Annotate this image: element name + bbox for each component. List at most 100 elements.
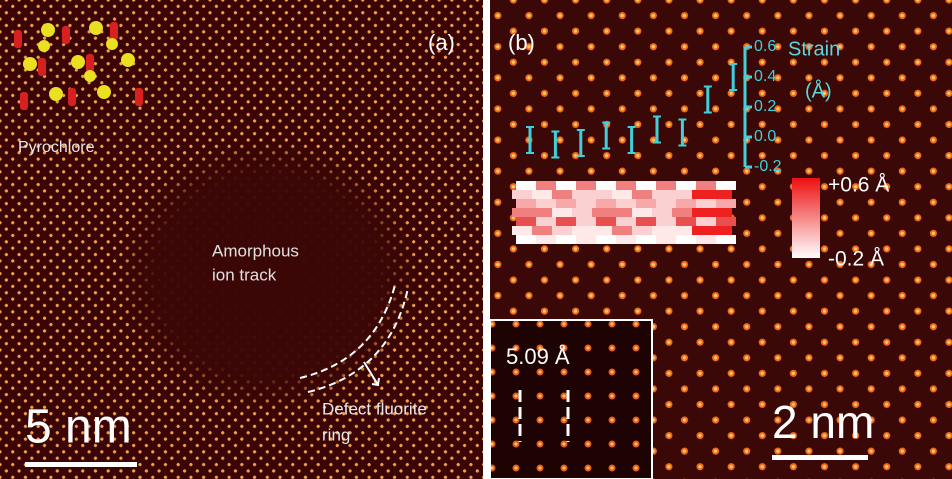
strain-cell — [516, 199, 536, 208]
strain-cell — [516, 217, 536, 226]
strain-cell — [576, 199, 596, 208]
strain-cell — [596, 199, 616, 208]
strain-cell — [652, 190, 672, 199]
strain-cell — [696, 181, 716, 190]
strain-cell — [716, 199, 736, 208]
scale-bar — [25, 462, 137, 467]
strain-cell — [676, 217, 696, 226]
strain-cell — [616, 235, 636, 244]
strain-cell — [556, 217, 576, 226]
tick-label: 0.4 — [754, 68, 776, 85]
strain-unit: (Å) — [805, 79, 832, 102]
strain-cell — [576, 181, 596, 190]
panel-label: (b) — [508, 30, 535, 55]
strain-cell — [652, 208, 672, 217]
strain-cell — [536, 199, 556, 208]
strain-cell — [552, 226, 572, 235]
strain-cell — [652, 226, 672, 235]
strain-map — [512, 181, 736, 244]
strain-cell — [536, 217, 556, 226]
strain-cell — [536, 181, 556, 190]
strain-cell — [616, 199, 636, 208]
strain-cell — [692, 190, 712, 199]
strain-cell — [692, 208, 712, 217]
strain-cell — [576, 235, 596, 244]
strain-cell — [636, 235, 656, 244]
strain-cell — [616, 217, 636, 226]
strain-cell — [516, 235, 536, 244]
strain-cell — [572, 190, 592, 199]
strain-cell — [656, 181, 676, 190]
strain-cell — [572, 208, 592, 217]
tick-label: -0.2 — [754, 158, 782, 175]
strain-cell — [672, 208, 692, 217]
strain-cell — [612, 190, 632, 199]
strain-cell — [612, 226, 632, 235]
ring-label: Defect fluorite — [322, 399, 427, 418]
strain-cell — [592, 190, 612, 199]
strain-cell — [532, 190, 552, 199]
strain-cell — [656, 199, 676, 208]
colorbar — [792, 178, 820, 258]
panel-label: (a) — [428, 30, 455, 55]
tick-label: 0.6 — [754, 38, 776, 55]
structure-label: Pyrochlore — [18, 139, 95, 156]
tick-label: 0.2 — [754, 98, 776, 115]
panel-a: Pyrochlore (a) Amorphous ion track Defec… — [0, 0, 483, 479]
strain-cell — [712, 208, 732, 217]
strain-cell — [656, 217, 676, 226]
strain-cell — [716, 181, 736, 190]
tick-label: 0.0 — [754, 128, 776, 145]
strain-cell — [596, 181, 616, 190]
strain-cell — [716, 217, 736, 226]
strain-cell — [556, 181, 576, 190]
strain-cell — [592, 208, 612, 217]
scale-bar-label: 2 nm — [772, 396, 874, 448]
strain-cell — [696, 235, 716, 244]
strain-cell — [556, 199, 576, 208]
strain-cell — [632, 190, 652, 199]
strain-cell — [636, 217, 656, 226]
strain-cell — [552, 190, 572, 199]
strain-cell — [676, 199, 696, 208]
strain-cell — [636, 181, 656, 190]
strain-cell — [696, 199, 716, 208]
track-label: ion track — [212, 265, 277, 284]
colorbar-label: +0.6 Å — [828, 174, 889, 197]
strain-cell — [552, 208, 572, 217]
strain-cell — [612, 208, 632, 217]
scale-bar-label: 5 nm — [25, 401, 132, 454]
inset-label: 5.09 Å — [506, 344, 570, 369]
track-label: Amorphous — [212, 241, 299, 260]
strain-cell — [532, 226, 552, 235]
strain-cell — [576, 217, 596, 226]
ring-label: ring — [322, 425, 350, 444]
scale-bar — [772, 455, 868, 460]
strain-title: Strain — [788, 38, 840, 60]
strain-cell — [716, 235, 736, 244]
strain-cell — [512, 190, 532, 199]
strain-cell — [516, 181, 536, 190]
strain-cell — [692, 226, 712, 235]
strain-cell — [676, 181, 696, 190]
panel-b: (b) +0.6 Å -0.2 Å Strain (Å) 0.6 0.4 0.2 0.… — [490, 0, 952, 479]
strain-cell — [556, 235, 576, 244]
strain-cell — [712, 190, 732, 199]
strain-cell — [536, 235, 556, 244]
strain-cell — [712, 226, 732, 235]
strain-cell — [532, 208, 552, 217]
strain-cell — [596, 235, 616, 244]
strain-cell — [696, 217, 716, 226]
strain-cell — [656, 235, 676, 244]
strain-cell — [512, 208, 532, 217]
colorbar-label: -0.2 Å — [828, 248, 884, 271]
strain-cell — [632, 208, 652, 217]
strain-cell — [672, 226, 692, 235]
strain-cell — [616, 181, 636, 190]
strain-cell — [636, 199, 656, 208]
strain-cell — [596, 217, 616, 226]
strain-cell — [572, 226, 592, 235]
strain-cell — [512, 226, 532, 235]
strain-cell — [592, 226, 612, 235]
figure: Pyrochlore (a) Amorphous ion track Defec… — [0, 0, 952, 479]
